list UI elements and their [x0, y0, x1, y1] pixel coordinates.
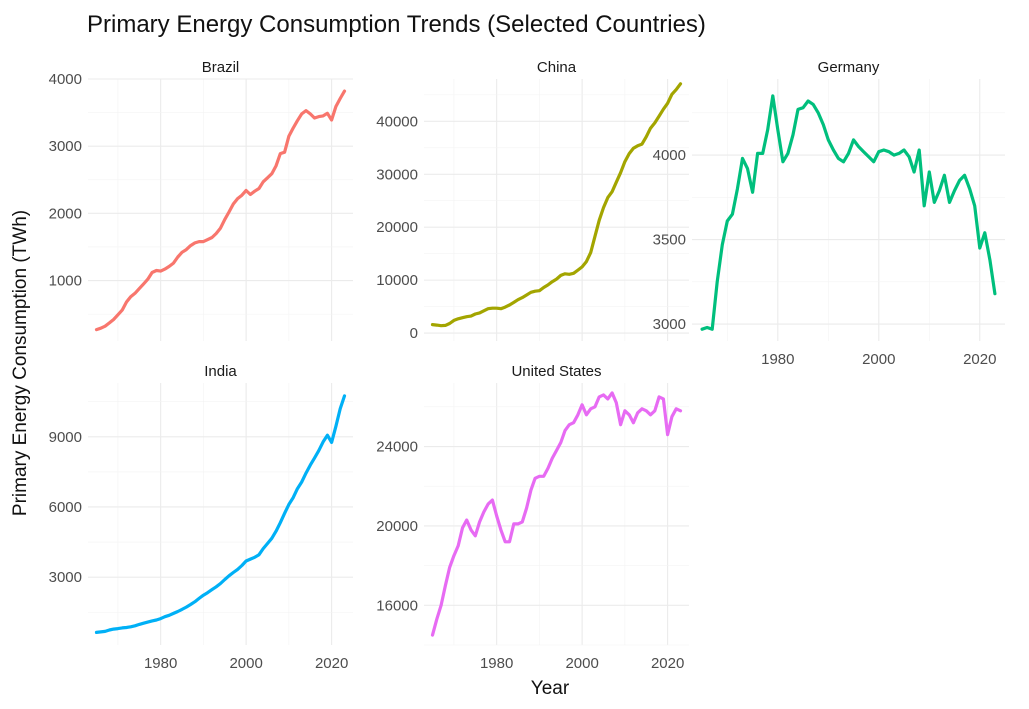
facet-label: India [204, 363, 237, 380]
x-tick-label: 2020 [651, 655, 684, 672]
y-tick-label: 20000 [376, 219, 418, 236]
y-tick-label: 4000 [653, 147, 686, 164]
series-line-china [430, 82, 683, 328]
panel-brazil: 1000 2000 3000 4000 Brazil [49, 59, 353, 341]
y-tick-label: 6000 [49, 499, 82, 516]
x-axis-title: Year [531, 678, 570, 699]
facet-label: China [537, 59, 577, 76]
y-tick-label: 2000 [49, 205, 82, 222]
facet-label: Germany [818, 59, 880, 76]
x-tick-label: 2000 [565, 655, 598, 672]
y-tick-label: 40000 [376, 113, 418, 130]
panel-india: 3000 6000 9000 1980 2000 2020 India [49, 363, 353, 672]
y-tick-label: 24000 [376, 439, 418, 456]
series-line-brazil [94, 89, 347, 332]
x-tick-label: 1980 [480, 655, 513, 672]
panel-united-states: 16000 20000 24000 1980 2000 2020 United States [376, 363, 689, 672]
series-line-india [94, 394, 347, 634]
y-tick-label: 1000 [49, 273, 82, 290]
x-tick-label: 1980 [761, 351, 794, 368]
facet-panels: 1000 2000 3000 4000 Brazil 0 10000 20000 30000 40… [49, 59, 1005, 672]
x-tick-label: 1980 [144, 655, 177, 672]
y-tick-label: 0 [410, 325, 418, 342]
panel-china: 0 10000 20000 30000 40000 China [376, 59, 689, 342]
x-tick-label: 2000 [229, 655, 262, 672]
facet-label: United States [511, 363, 601, 380]
panel-germany: 3000 3500 4000 1980 2000 2020 Germany [653, 59, 1005, 368]
y-tick-label: 16000 [376, 597, 418, 614]
y-tick-label: 20000 [376, 518, 418, 535]
y-tick-label: 3000 [653, 316, 686, 333]
y-tick-label: 3500 [653, 232, 686, 249]
x-tick-label: 2000 [862, 351, 895, 368]
y-tick-label: 10000 [376, 272, 418, 289]
y-tick-label: 3000 [49, 569, 82, 586]
x-tick-label: 2020 [315, 655, 348, 672]
y-tick-label: 9000 [49, 429, 82, 446]
y-tick-label: 4000 [49, 71, 82, 88]
series-line-united-states [430, 391, 683, 637]
facet-label: Brazil [202, 59, 240, 76]
y-axis-title: Primary Energy Consumption (TWh) [10, 210, 31, 516]
y-tick-label: 3000 [49, 138, 82, 155]
x-tick-label: 2020 [963, 351, 996, 368]
y-tick-label: 30000 [376, 166, 418, 183]
chart-title: Primary Energy Consumption Trends (Selec… [87, 11, 706, 38]
series-line-germany [700, 94, 997, 331]
